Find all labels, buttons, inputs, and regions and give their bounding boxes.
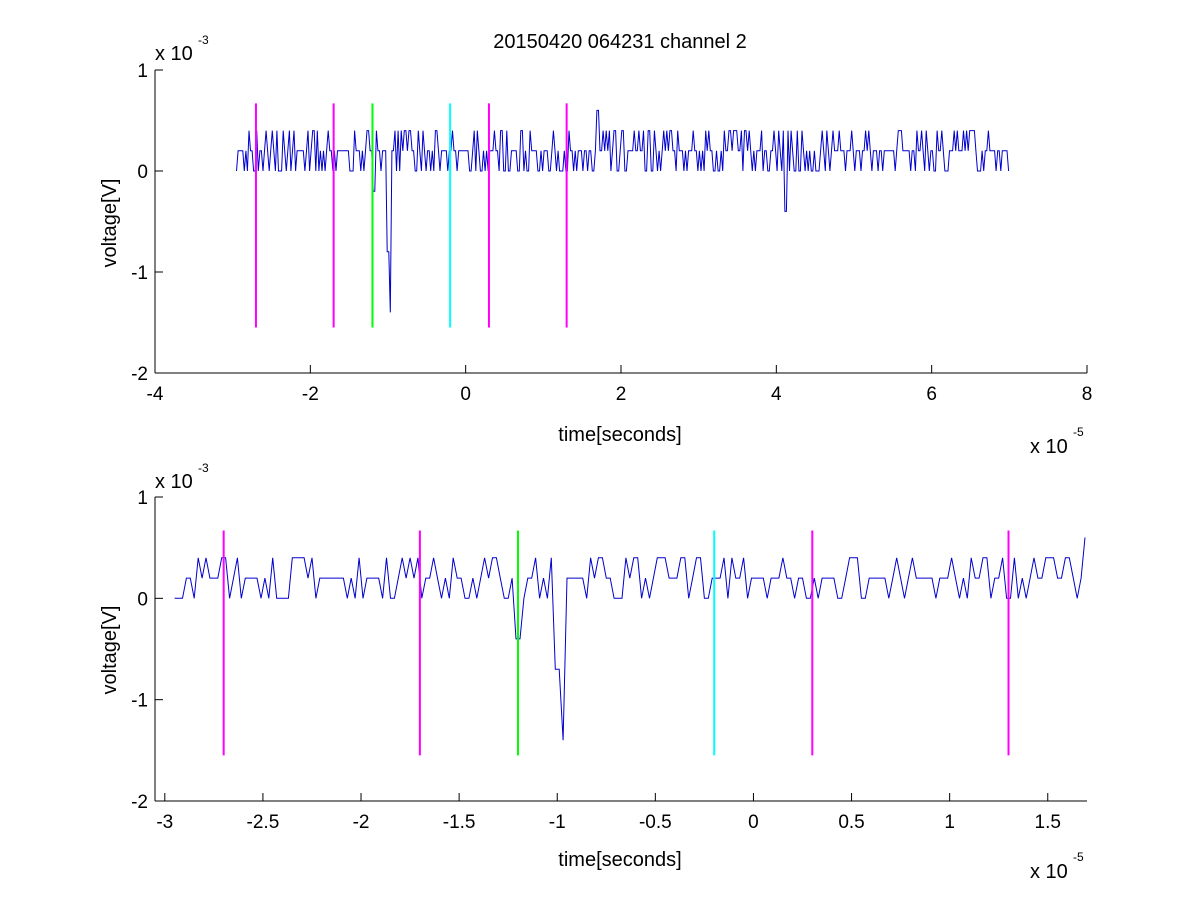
subplot-top: -4 -2 0 2 4 6 8-2-101 time[seconds] voltage[V]… [99,33,1092,458]
y-tick-label: -1 [131,263,148,284]
x-tick-label: -1.5 [443,812,476,833]
x-tick-label: 4 [771,384,782,405]
x-tick-label: -2.5 [247,812,280,833]
x-tick-label: 0 [460,384,471,405]
marker-layer-bottom [222,530,1010,756]
x-tick-label: -4 [147,384,164,405]
y-multiplier-bottom: x 10 [155,471,193,493]
y-multiplier-top: x 10 [155,43,193,65]
signal-layer-top [236,109,1010,313]
x-tick-label: -2 [353,812,370,833]
y-exponent-top: -3 [198,33,209,47]
x-multiplier-top: x 10 [1030,436,1068,458]
y-tick-label: 0 [137,589,148,610]
axes-layer-bottom [154,497,1087,802]
y-tick-label: 1 [137,488,148,509]
x-tick-label: -1 [549,812,566,833]
signal-series-line [174,537,1086,741]
y-axis-label-bottom: voltage[V] [99,606,121,695]
x-tick-label: 1 [944,812,955,833]
tick-layer-bottom: -3 -2.5 -2 -1.5 -1 -0.5 0 0.5 1 1.5 -2 -1 0 1 [131,488,1061,833]
x-tick-label: 6 [926,384,937,405]
x-axis-label-bottom: time[seconds] [558,849,681,871]
subplot-bottom: -3 -2.5 -2 -1.5 -1 -0.5 0 0.5 1 1.5 -2 -1 0 1 time[se… [99,461,1087,883]
x-tick-label: -0.5 [639,812,672,833]
y-axis-label-top: voltage[V] [99,179,121,268]
y-exponent-bottom: -3 [198,461,209,475]
x-tick-label: 0.5 [838,812,864,833]
x-tick-label: 1.5 [1035,812,1061,833]
x-tick-label: 2 [616,384,627,405]
figure-title: 20150420 064231 channel 2 [493,31,747,53]
marker-layer-top [254,103,568,328]
tick-layer-top: -4 -2 0 2 4 6 8-2-101 [131,61,1092,405]
x-axis-label-top: time[seconds] [558,424,681,446]
x-tick-label: -2 [302,384,319,405]
x-multiplier-bottom: x 10 [1030,861,1068,883]
x-tick-label: 0 [748,812,759,833]
signal-layer-bottom [174,537,1086,741]
x-exponent-bottom: -5 [1073,850,1084,864]
y-tick-label: 1 [137,61,148,82]
x-tick-label: 8 [1082,384,1093,405]
y-tick-label: 0 [137,162,148,183]
y-tick-label: -1 [131,691,148,712]
y-tick-label: -2 [131,792,148,813]
x-tick-label: -3 [156,812,173,833]
x-exponent-top: -5 [1073,425,1084,439]
signal-series-line [236,109,1010,313]
y-tick-label: -2 [131,364,148,385]
